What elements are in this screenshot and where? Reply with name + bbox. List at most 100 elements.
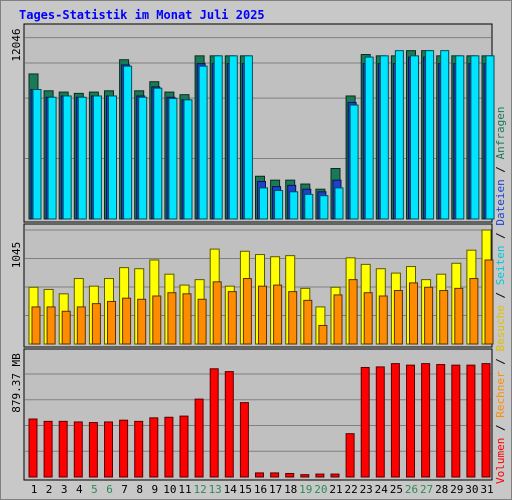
bar-rechner-day-15: [242, 278, 252, 345]
bar-volumen-day-13: [209, 368, 219, 478]
bar-volumen-day-27: [421, 363, 431, 478]
x-tick-label-30: 30: [465, 483, 478, 496]
x-tick-label-12: 12: [193, 483, 206, 496]
legend-separator: /: [494, 159, 507, 179]
bar-seiten-day-22: [349, 104, 359, 220]
x-tick-label-8: 8: [136, 483, 143, 496]
x-tick-label-31: 31: [480, 483, 493, 496]
bar-seiten-day-23: [364, 56, 374, 220]
x-tick-label-27: 27: [420, 483, 433, 496]
x-tick-label-7: 7: [121, 483, 128, 496]
bar-seiten-day-28: [440, 50, 450, 220]
x-tick-label-18: 18: [284, 483, 297, 496]
bar-volumen-day-1: [28, 418, 38, 478]
bar-rechner-day-27: [424, 286, 434, 345]
bar-volumen-day-22: [345, 433, 355, 478]
bar-rechner-day-14: [227, 291, 237, 345]
bar-volumen-day-28: [436, 364, 446, 478]
bar-seiten-day-25: [394, 50, 404, 220]
bar-rechner-day-31: [484, 259, 494, 345]
bar-seiten-day-7: [123, 65, 133, 220]
legend-separator: /: [494, 352, 507, 372]
bar-seiten-day-17: [274, 190, 284, 220]
bar-rechner-day-8: [137, 298, 147, 345]
x-tick-label-23: 23: [360, 483, 373, 496]
x-tick-label-20: 20: [314, 483, 327, 496]
bar-seiten-day-30: [470, 55, 480, 220]
bar-seiten-day-31: [485, 55, 495, 220]
bar-volumen-day-24: [375, 366, 385, 478]
bar-rechner-day-25: [393, 290, 403, 345]
bar-volumen-day-21: [330, 473, 340, 478]
bar-volumen-day-12: [194, 398, 204, 478]
x-tick-label-6: 6: [106, 483, 113, 496]
x-tick-label-11: 11: [178, 483, 191, 496]
bar-seiten-day-8: [138, 96, 148, 220]
bar-rechner-day-16: [258, 285, 267, 345]
x-tick-label-2: 2: [46, 483, 53, 496]
bar-rechner-day-19: [303, 299, 313, 345]
bar-rechner-day-24: [378, 295, 388, 345]
bar-volumen-day-17: [270, 472, 280, 478]
bar-volumen-day-26: [406, 364, 415, 478]
bar-volumen-day-23: [360, 366, 370, 478]
bar-seiten-day-4: [77, 96, 87, 220]
bar-rechner-day-1: [31, 306, 41, 345]
chart-title: Tages-Statistik im Monat Juli 2025: [19, 8, 265, 22]
bar-volumen-day-3: [58, 420, 68, 478]
bar-rechner-day-6: [107, 300, 116, 345]
x-tick-label-25: 25: [390, 483, 403, 496]
legend-item-dateien: Dateien: [494, 179, 507, 225]
x-tick-label-29: 29: [450, 483, 463, 496]
bar-rechner-day-9: [152, 295, 162, 345]
bar-volumen-day-20: [315, 473, 325, 478]
bar-rechner-day-21: [333, 294, 343, 345]
bar-seiten-day-1: [32, 88, 42, 220]
x-tick-label-19: 19: [299, 483, 312, 496]
bar-rechner-day-20: [318, 324, 328, 345]
bar-volumen-day-31: [481, 363, 491, 478]
bar-seiten-day-6: [108, 95, 117, 220]
bar-volumen-day-10: [164, 416, 174, 478]
bar-volumen-day-30: [466, 364, 476, 478]
bar-seiten-day-10: [168, 98, 178, 220]
bar-seiten-day-19: [304, 193, 314, 220]
bar-rechner-day-4: [76, 306, 86, 345]
bar-rechner-day-23: [363, 292, 373, 345]
bar-volumen-day-2: [43, 420, 53, 478]
bar-volumen-day-14: [224, 371, 234, 478]
bar-seiten-day-14: [228, 55, 238, 220]
bar-seiten-day-13: [213, 55, 223, 220]
legend-item-volumen: Volumen: [494, 438, 507, 484]
bar-seiten-day-24: [379, 55, 389, 220]
bar-rechner-day-11: [182, 293, 192, 345]
bar-rechner-day-26: [409, 282, 418, 345]
bar-volumen-day-29: [451, 364, 461, 478]
bar-seiten-day-21: [334, 187, 344, 220]
bar-volumen-day-18: [285, 472, 295, 478]
bar-seiten-day-16: [259, 187, 268, 220]
x-tick-label-24: 24: [375, 483, 389, 496]
bar-rechner-day-18: [288, 291, 298, 345]
bar-volumen-day-15: [239, 402, 249, 478]
legend-item-seiten: Seiten: [494, 246, 507, 286]
bar-volumen-day-7: [119, 419, 129, 478]
bar-volumen-day-19: [300, 474, 310, 478]
bar-seiten-day-29: [455, 55, 465, 220]
bar-volumen-day-11: [179, 415, 189, 478]
bar-rechner-day-10: [167, 292, 177, 345]
bar-rechner-day-2: [46, 306, 56, 345]
y-label-middle: 1045: [10, 242, 23, 269]
legend-separator: /: [494, 418, 507, 438]
legend-item-anfragen: Anfragen: [494, 106, 507, 159]
bar-rechner-day-7: [122, 297, 132, 345]
legend-item-besuche: Besuche: [494, 305, 507, 351]
bar-rechner-day-5: [91, 303, 101, 345]
bar-volumen-day-25: [390, 363, 400, 478]
bar-seiten-day-20: [319, 195, 329, 220]
x-tick-label-26: 26: [405, 483, 418, 496]
bar-seiten-day-5: [92, 95, 102, 220]
bar-seiten-day-2: [47, 96, 57, 220]
